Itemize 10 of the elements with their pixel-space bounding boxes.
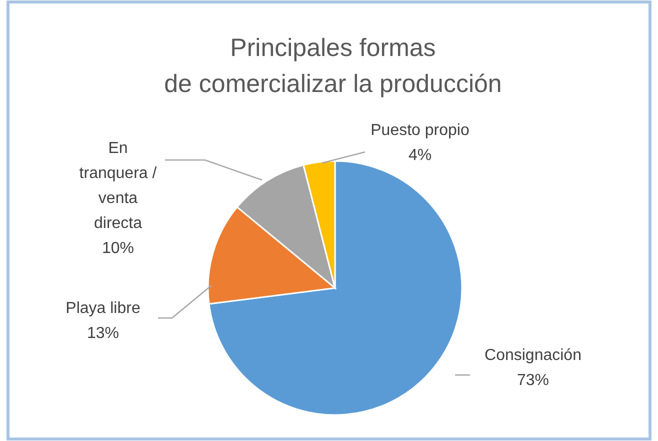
pie-slice [208, 160, 463, 416]
data-label: 4% [408, 147, 432, 164]
data-label: 73% [516, 372, 550, 389]
slice-label: Playa libre [66, 300, 140, 317]
slice-label: Puesto propio [370, 122, 470, 139]
slice-label: En tranquera / venta directa [79, 140, 158, 232]
data-label: 13% [86, 325, 120, 342]
data-label: 10% [102, 240, 134, 257]
slice-label: Consignación [484, 347, 582, 364]
chart-title: Principales formas de comercializar la producción [164, 34, 502, 98]
